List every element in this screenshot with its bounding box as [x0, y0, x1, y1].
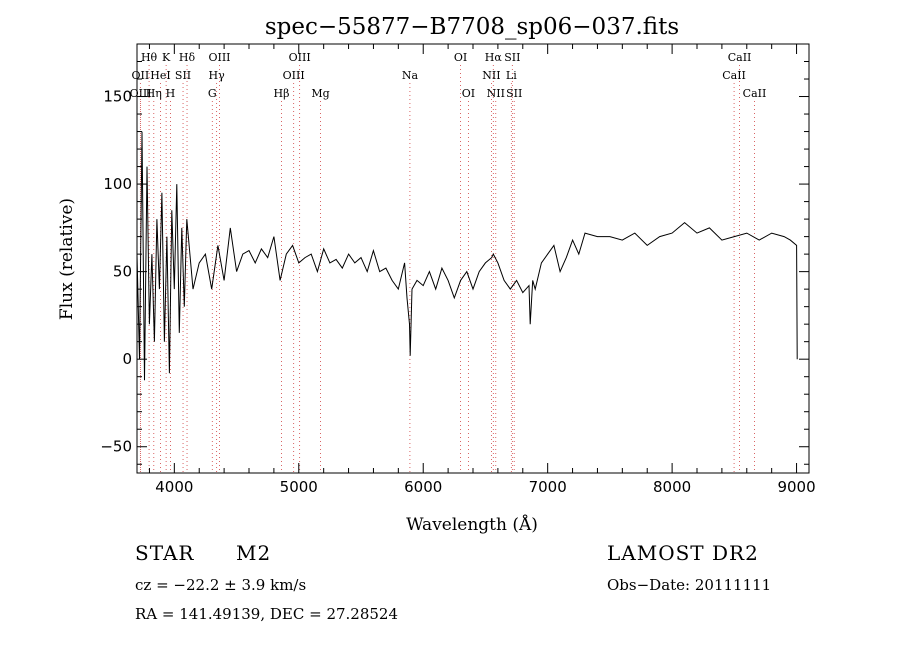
y-tick-label: −50: [100, 438, 132, 456]
line-marker-label: Hθ: [141, 51, 158, 64]
line-marker-label: CaII: [743, 87, 767, 100]
y-axis-label: Flux (relative): [57, 198, 77, 320]
line-marker-label: HeI: [150, 69, 170, 82]
line-marker-label: Hα: [485, 51, 503, 64]
x-tick-label: 4000: [155, 478, 193, 496]
x-tick-label: 9000: [777, 478, 815, 496]
axis-ticks: 4000 5000 6000 7000 8000 9000 −50 0 50 100 150: [100, 43, 816, 496]
line-marker-label: OIII: [283, 69, 305, 82]
line-marker-label: OIII: [208, 51, 230, 64]
x-tick-label: 6000: [404, 478, 442, 496]
coordinates-readout: RA = 141.49139, DEC = 27.28524: [135, 605, 399, 623]
line-marker-label: Na: [402, 69, 419, 82]
line-marker-label: Li: [506, 69, 517, 82]
line-marker-label: K: [162, 51, 171, 64]
obs-date: Obs−Date: 20111111: [607, 576, 772, 594]
line-marker-label: SII: [175, 69, 191, 82]
survey-name: LAMOST DR2: [607, 541, 759, 565]
y-tick-label: 50: [113, 263, 132, 281]
line-marker-label: Hη: [146, 87, 162, 100]
x-axis-label: Wavelength (Å): [406, 514, 538, 535]
line-marker-label: CaII: [728, 51, 752, 64]
line-marker-label: SII: [506, 87, 522, 100]
line-marker-label: CaII: [722, 69, 746, 82]
line-marker-label: SII: [504, 51, 520, 64]
line-marker-label: H: [166, 87, 176, 100]
x-tick-label: 8000: [653, 478, 691, 496]
y-tick-label: 0: [122, 350, 132, 368]
line-marker-label: OI: [462, 87, 475, 100]
y-tick-label: 150: [103, 88, 132, 106]
line-marker-label: Mg: [311, 87, 329, 100]
line-marker-label: NII: [482, 69, 500, 82]
line-marker-label: OII: [132, 69, 150, 82]
chart-title: spec−55877−B7708_sp06−037.fits: [265, 14, 679, 40]
line-marker-label: Hβ: [274, 87, 290, 100]
x-tick-label: 5000: [280, 478, 318, 496]
object-subclass: M2: [236, 541, 272, 565]
line-marker-label: Hδ: [179, 51, 196, 64]
y-tick-label: 100: [103, 175, 132, 193]
velocity-readout: cz = −22.2 ± 3.9 km/s: [135, 576, 307, 594]
line-marker-label: G: [208, 87, 217, 100]
object-class: STAR: [135, 541, 195, 565]
plot-frame: [136, 43, 810, 474]
x-tick-label: 7000: [529, 478, 567, 496]
line-marker-label: Hγ: [209, 69, 226, 82]
line-marker-label: OI: [454, 51, 467, 64]
line-marker-label: NII: [487, 87, 505, 100]
line-marker-label: OIII: [289, 51, 311, 64]
spectrum-series-line: [136, 131, 798, 381]
